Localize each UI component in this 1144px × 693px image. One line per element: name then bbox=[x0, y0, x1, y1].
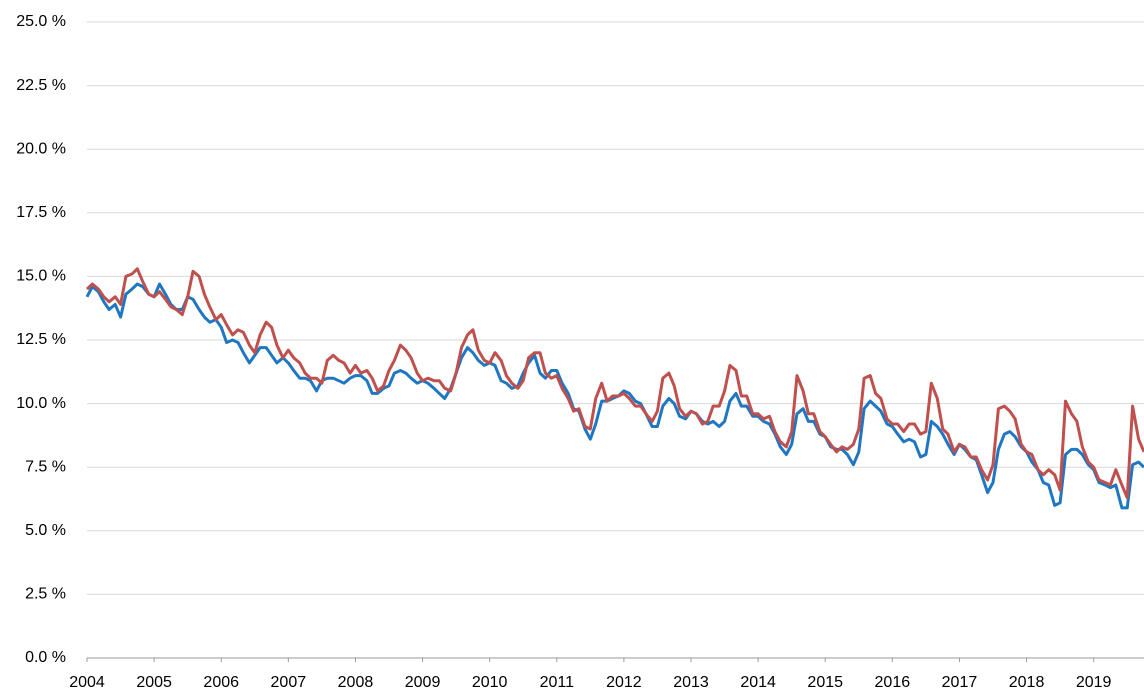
x-tick-label: 2004 bbox=[69, 674, 105, 691]
y-tick-label: 10.0 % bbox=[16, 395, 66, 412]
y-tick-label: 22.5 % bbox=[16, 77, 66, 94]
y-tick-label: 17.5 % bbox=[16, 204, 66, 221]
series-line bbox=[85, 267, 1144, 500]
y-tick-label: 0.0 % bbox=[25, 649, 66, 666]
y-tick-label: 2.5 % bbox=[25, 586, 66, 603]
x-tick-label: 2013 bbox=[673, 674, 709, 691]
x-tick-label: 2010 bbox=[472, 674, 508, 691]
x-tick-label: 2006 bbox=[203, 674, 239, 691]
y-tick-label: 7.5 % bbox=[25, 458, 66, 475]
x-tick-label: 2019 bbox=[1076, 674, 1112, 691]
x-tick-label: 2008 bbox=[338, 674, 374, 691]
y-tick-label: 25.0 % bbox=[16, 13, 66, 30]
x-tick-label: 2014 bbox=[740, 674, 776, 691]
y-tick-label: 5.0 % bbox=[25, 522, 66, 539]
x-tick-label: 2012 bbox=[606, 674, 642, 691]
x-tick-label: 2018 bbox=[1009, 674, 1045, 691]
x-tick-label: 2009 bbox=[405, 674, 441, 691]
x-tick-label: 2011 bbox=[540, 674, 575, 691]
x-tick-label: 2015 bbox=[807, 674, 843, 691]
y-tick-label: 20.0 % bbox=[16, 140, 66, 157]
x-tick-label: 2016 bbox=[875, 674, 911, 691]
x-tick-label: 2017 bbox=[942, 674, 978, 691]
y-tick-label: 12.5 % bbox=[16, 331, 66, 348]
x-tick-label: 2007 bbox=[271, 674, 307, 691]
y-tick-label: 15.0 % bbox=[16, 268, 66, 285]
x-tick-label: 2005 bbox=[136, 674, 172, 691]
